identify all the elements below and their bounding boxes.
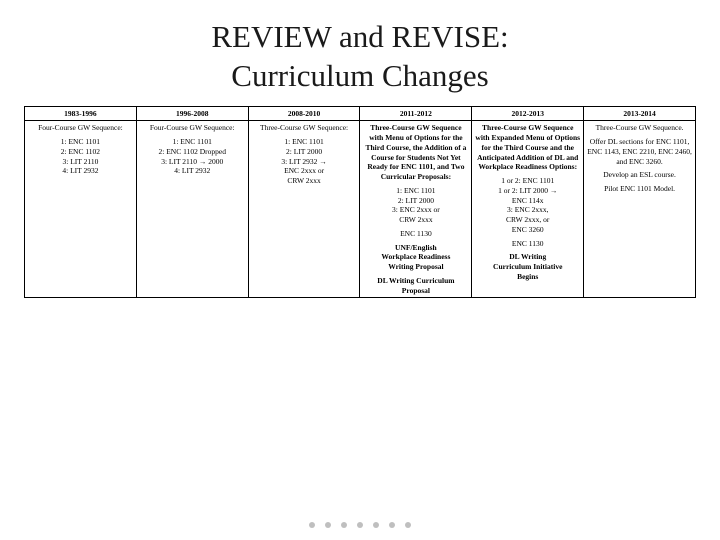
dot-icon [405,522,411,528]
dot-icon [325,522,331,528]
cell-line: 3: LIT 2110 [28,157,133,167]
cell-line: 1: ENC 1101 [252,137,357,147]
cell-2008-2010: Three-Course GW Sequence: 1: ENC 1101 2:… [248,121,360,298]
dot-icon [309,522,315,528]
cell-heading: Three-Course GW Sequence. [587,123,692,133]
dot-icon [389,522,395,528]
cell-line: 2: ENC 1102 Dropped [140,147,245,157]
curriculum-table: 1983-1996 1996-2008 2008-2010 2011-2012 … [24,106,696,299]
cell-line: Develop an ESL course. [587,170,692,180]
cell-line: 1 or 2: ENC 1101 [475,176,580,186]
cell-2013-2014: Three-Course GW Sequence. Offer DL secti… [584,121,696,298]
col-header: 1983-1996 [25,106,137,121]
cell-line: ENC 114x [475,196,580,206]
cell-line: 4: LIT 2932 [140,166,245,176]
cell-line: CRW 2xxx [252,176,357,186]
col-header: 2011-2012 [360,106,472,121]
cell-line: Writing Proposal [363,262,468,272]
cell-line: DL Writing Curriculum [363,276,468,286]
cell-line: 1: ENC 1101 [363,186,468,196]
cell-line: 3: LIT 2110 → 2000 [140,157,245,167]
cell-heading: Three-Course GW Sequence with Menu of Op… [363,123,468,182]
cell-line: Workplace Readiness [363,252,468,262]
cell-heading: Three-Course GW Sequence: [252,123,357,133]
cell-line: Begins [475,272,580,282]
cell-line: Offer DL sections for ENC 1101, ENC 1143… [587,137,692,166]
title-line-1: REVIEW and REVISE: [211,19,508,54]
cell-line: 3: ENC 2xxx or [363,205,468,215]
col-header: 2013-2014 [584,106,696,121]
cell-line: 1: ENC 1101 [140,137,245,147]
table-row: Four-Course GW Sequence: 1: ENC 1101 2: … [25,121,696,298]
col-header: 2008-2010 [248,106,360,121]
cell-line: Proposal [363,286,468,296]
dot-icon [373,522,379,528]
cell-line: Pilot ENC 1101 Model. [587,184,692,194]
dot-icon [357,522,363,528]
title-line-2: Curriculum Changes [231,58,488,93]
cell-line: 3: ENC 2xxx, [475,205,580,215]
cell-line: 1: ENC 1101 [28,137,133,147]
slide-title: REVIEW and REVISE: Curriculum Changes [24,18,696,96]
cell-line: DL Writing [475,252,580,262]
slide: REVIEW and REVISE: Curriculum Changes 19… [0,0,720,540]
cell-line: ENC 2xxx or [252,166,357,176]
dot-icon [341,522,347,528]
cell-line: 1 or 2: LIT 2000 → [475,186,580,196]
table-header-row: 1983-1996 1996-2008 2008-2010 2011-2012 … [25,106,696,121]
cell-line: ENC 1130 [475,239,580,249]
cell-line: ENC 3260 [475,225,580,235]
pagination-dots [0,522,720,528]
cell-line: 3: LIT 2932 → [252,157,357,167]
cell-line: CRW 2xxx, or [475,215,580,225]
cell-line: CRW 2xxx [363,215,468,225]
cell-line: 2: LIT 2000 [252,147,357,157]
cell-line: ENC 1130 [363,229,468,239]
cell-line: 2: ENC 1102 [28,147,133,157]
cell-heading: Three-Course GW Sequence with Expanded M… [475,123,580,172]
cell-line: 2: LIT 2000 [363,196,468,206]
cell-2012-2013: Three-Course GW Sequence with Expanded M… [472,121,584,298]
cell-line: 4: LIT 2932 [28,166,133,176]
cell-line: Curriculum Initiative [475,262,580,272]
cell-2011-2012: Three-Course GW Sequence with Menu of Op… [360,121,472,298]
cell-heading: Four-Course GW Sequence: [28,123,133,133]
cell-1996-2008: Four-Course GW Sequence: 1: ENC 1101 2: … [136,121,248,298]
cell-line: UNF/English [363,243,468,253]
col-header: 2012-2013 [472,106,584,121]
cell-1983-1996: Four-Course GW Sequence: 1: ENC 1101 2: … [25,121,137,298]
col-header: 1996-2008 [136,106,248,121]
cell-heading: Four-Course GW Sequence: [140,123,245,133]
